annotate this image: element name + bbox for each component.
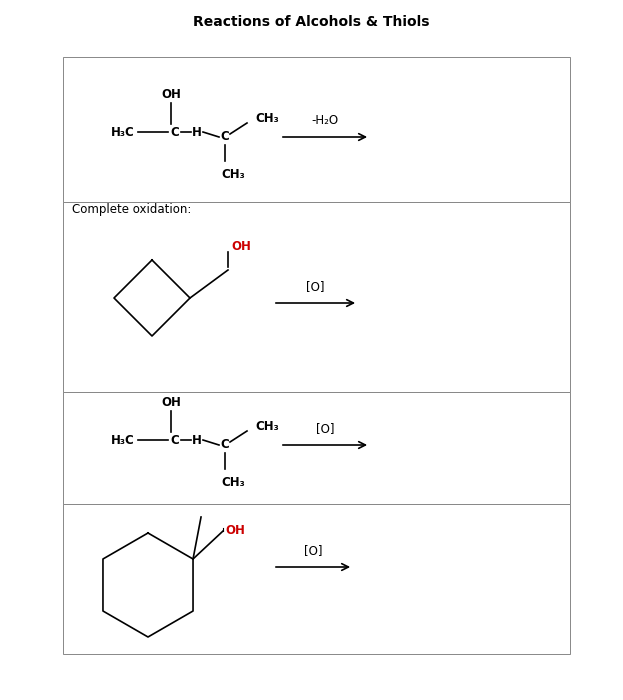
Text: C: C bbox=[221, 130, 229, 143]
Text: H₃C: H₃C bbox=[111, 125, 135, 139]
Text: C: C bbox=[171, 433, 179, 447]
Text: OH: OH bbox=[225, 524, 245, 536]
Bar bbox=[63, 57, 570, 202]
Text: CH₃: CH₃ bbox=[255, 113, 278, 125]
Text: OH: OH bbox=[161, 395, 181, 409]
Text: -H₂O: -H₂O bbox=[312, 114, 338, 127]
Text: H₃C: H₃C bbox=[111, 433, 135, 447]
Text: CH₃: CH₃ bbox=[255, 421, 278, 433]
Text: [O]: [O] bbox=[304, 544, 322, 557]
Text: H: H bbox=[192, 433, 202, 447]
Text: CH₃: CH₃ bbox=[221, 169, 245, 181]
Text: CH₃: CH₃ bbox=[221, 477, 245, 489]
Text: Reactions of Alcohols & Thiols: Reactions of Alcohols & Thiols bbox=[193, 15, 430, 29]
Bar bbox=[63, 392, 570, 504]
Text: Complete oxidation:: Complete oxidation: bbox=[72, 204, 191, 216]
Text: OH: OH bbox=[231, 239, 251, 253]
Text: [O]: [O] bbox=[307, 280, 325, 293]
Text: [O]: [O] bbox=[316, 422, 335, 435]
Bar bbox=[63, 202, 570, 392]
Text: H: H bbox=[192, 125, 202, 139]
Text: C: C bbox=[221, 438, 229, 452]
Bar bbox=[63, 504, 570, 654]
Text: OH: OH bbox=[161, 88, 181, 101]
Text: C: C bbox=[171, 125, 179, 139]
